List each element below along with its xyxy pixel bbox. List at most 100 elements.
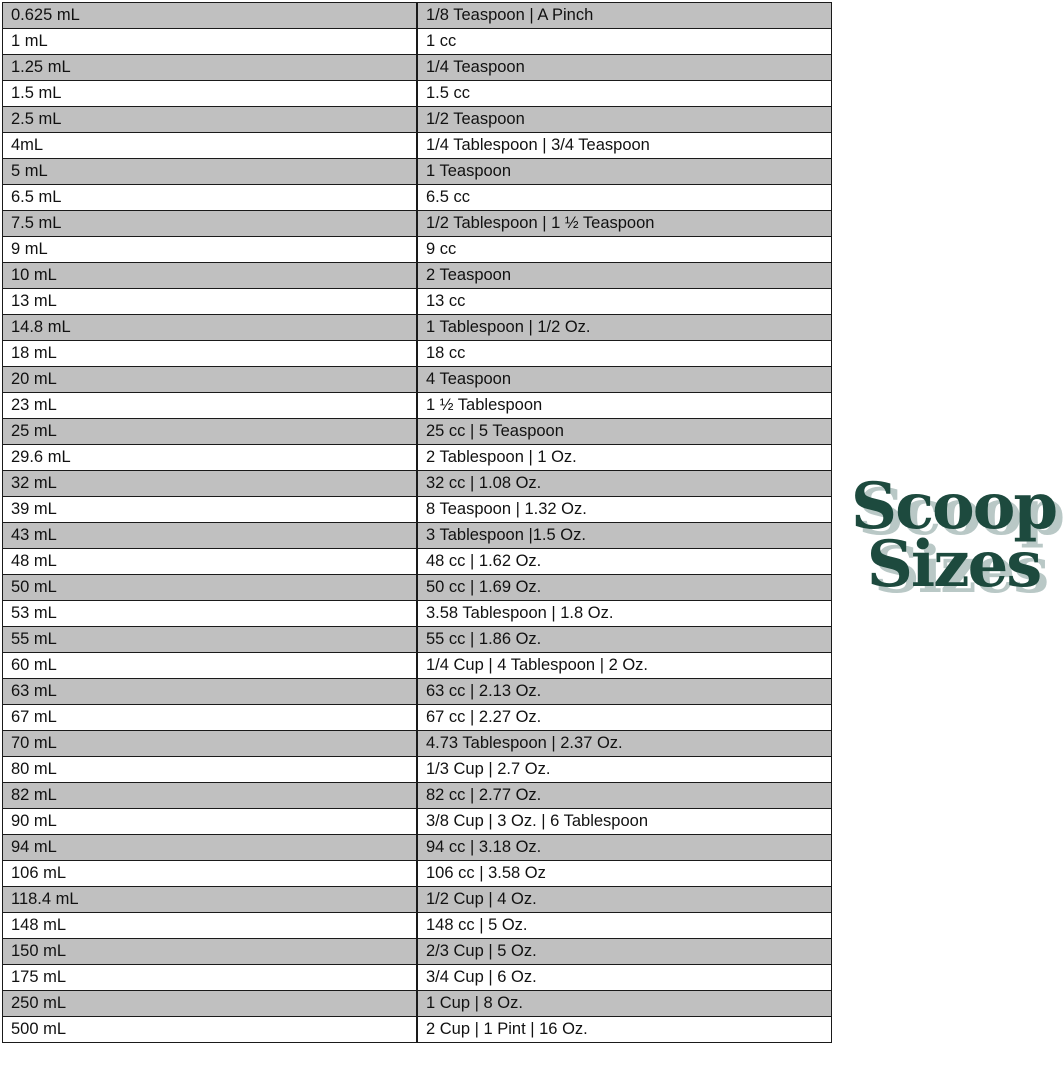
equivalent-cell: 1/2 Cup | 4 Oz. [416, 886, 832, 913]
equivalent-cell: 4 Teaspoon [416, 366, 832, 393]
scoop-size-table: 0.625 mL 1/8 Teaspoon | A Pinch 1 mL 1 cc 1.… [2, 2, 832, 1043]
equivalent-cell: 3/4 Cup | 6 Oz. [416, 964, 832, 991]
equivalent-cell: 13 cc [416, 288, 832, 315]
equivalent-cell: 1/2 Teaspoon [416, 106, 832, 133]
equivalent-cell: 2 Teaspoon [416, 262, 832, 289]
scoop-sizes-logo: Scoop Sizes [846, 469, 1061, 602]
volume-ml-cell: 5 mL [2, 158, 418, 185]
equivalent-cell: 50 cc | 1.69 Oz. [416, 574, 832, 601]
volume-ml-cell: 0.625 mL [2, 2, 418, 29]
table-row: 82 mL 82 cc | 2.77 Oz. [2, 782, 832, 809]
volume-ml-cell: 67 mL [2, 704, 418, 731]
volume-ml-cell: 80 mL [2, 756, 418, 783]
volume-ml-cell: 250 mL [2, 990, 418, 1017]
table-row: 250 mL 1 Cup | 8 Oz. [2, 990, 832, 1017]
volume-ml-cell: 1.5 mL [2, 80, 418, 107]
equivalent-cell: 1/4 Cup | 4 Tablespoon | 2 Oz. [416, 652, 832, 679]
volume-ml-cell: 150 mL [2, 938, 418, 965]
table-row: 5 mL 1 Teaspoon [2, 158, 832, 185]
table-row: 39 mL 8 Teaspoon | 1.32 Oz. [2, 496, 832, 523]
volume-ml-cell: 118.4 mL [2, 886, 418, 913]
equivalent-cell: 2 Tablespoon | 1 Oz. [416, 444, 832, 471]
volume-ml-cell: 53 mL [2, 600, 418, 627]
equivalent-cell: 2/3 Cup | 5 Oz. [416, 938, 832, 965]
equivalent-cell: 1/4 Teaspoon [416, 54, 832, 81]
table-row: 60 mL 1/4 Cup | 4 Tablespoon | 2 Oz. [2, 652, 832, 679]
table-row: 2.5 mL 1/2 Teaspoon [2, 106, 832, 133]
volume-ml-cell: 4mL [2, 132, 418, 159]
table-row: 48 mL 48 cc | 1.62 Oz. [2, 548, 832, 575]
volume-ml-cell: 55 mL [2, 626, 418, 653]
table-row: 29.6 mL 2 Tablespoon | 1 Oz. [2, 444, 832, 471]
volume-ml-cell: 500 mL [2, 1016, 418, 1043]
equivalent-cell: 8 Teaspoon | 1.32 Oz. [416, 496, 832, 523]
volume-ml-cell: 106 mL [2, 860, 418, 887]
table-row: 70 mL 4.73 Tablespoon | 2.37 Oz. [2, 730, 832, 757]
table-row: 118.4 mL 1/2 Cup | 4 Oz. [2, 886, 832, 913]
equivalent-cell: 9 cc [416, 236, 832, 263]
table-row: 150 mL 2/3 Cup | 5 Oz. [2, 938, 832, 965]
equivalent-cell: 48 cc | 1.62 Oz. [416, 548, 832, 575]
table-row: 6.5 mL 6.5 cc [2, 184, 832, 211]
volume-ml-cell: 1.25 mL [2, 54, 418, 81]
table-row: 14.8 mL 1 Tablespoon | 1/2 Oz. [2, 314, 832, 341]
logo-line-1: Scoop [850, 469, 1058, 544]
volume-ml-cell: 94 mL [2, 834, 418, 861]
volume-ml-cell: 13 mL [2, 288, 418, 315]
volume-ml-cell: 23 mL [2, 392, 418, 419]
logo-line-2: Sizes [866, 527, 1043, 602]
equivalent-cell: 1.5 cc [416, 80, 832, 107]
equivalent-cell: 1/4 Tablespoon | 3/4 Teaspoon [416, 132, 832, 159]
volume-ml-cell: 1 mL [2, 28, 418, 55]
equivalent-cell: 148 cc | 5 Oz. [416, 912, 832, 939]
table-row: 55 mL 55 cc | 1.86 Oz. [2, 626, 832, 653]
table-row: 7.5 mL 1/2 Tablespoon | 1 ½ Teaspoon [2, 210, 832, 237]
volume-ml-cell: 43 mL [2, 522, 418, 549]
table-row: 25 mL 25 cc | 5 Teaspoon [2, 418, 832, 445]
volume-ml-cell: 2.5 mL [2, 106, 418, 133]
volume-ml-cell: 50 mL [2, 574, 418, 601]
equivalent-cell: 94 cc | 3.18 Oz. [416, 834, 832, 861]
table-row: 50 mL 50 cc | 1.69 Oz. [2, 574, 832, 601]
table-row: 94 mL 94 cc | 3.18 Oz. [2, 834, 832, 861]
volume-ml-cell: 90 mL [2, 808, 418, 835]
table-row: 32 mL 32 cc | 1.08 Oz. [2, 470, 832, 497]
volume-ml-cell: 32 mL [2, 470, 418, 497]
table-row: 1 mL 1 cc [2, 28, 832, 55]
volume-ml-cell: 10 mL [2, 262, 418, 289]
equivalent-cell: 6.5 cc [416, 184, 832, 211]
table-row: 63 mL 63 cc | 2.13 Oz. [2, 678, 832, 705]
equivalent-cell: 1/8 Teaspoon | A Pinch [416, 2, 832, 29]
volume-ml-cell: 82 mL [2, 782, 418, 809]
volume-ml-cell: 14.8 mL [2, 314, 418, 341]
equivalent-cell: 4.73 Tablespoon | 2.37 Oz. [416, 730, 832, 757]
table-row: 13 mL 13 cc [2, 288, 832, 315]
volume-ml-cell: 48 mL [2, 548, 418, 575]
table-row: 10 mL 2 Teaspoon [2, 262, 832, 289]
equivalent-cell: 1 Teaspoon [416, 158, 832, 185]
equivalent-cell: 82 cc | 2.77 Oz. [416, 782, 832, 809]
volume-ml-cell: 20 mL [2, 366, 418, 393]
equivalent-cell: 1/3 Cup | 2.7 Oz. [416, 756, 832, 783]
table-row: 0.625 mL 1/8 Teaspoon | A Pinch [2, 2, 832, 29]
volume-ml-cell: 18 mL [2, 340, 418, 367]
equivalent-cell: 1/2 Tablespoon | 1 ½ Teaspoon [416, 210, 832, 237]
volume-ml-cell: 70 mL [2, 730, 418, 757]
volume-ml-cell: 6.5 mL [2, 184, 418, 211]
equivalent-cell: 3/8 Cup | 3 Oz. | 6 Tablespoon [416, 808, 832, 835]
table-row: 67 mL 67 cc | 2.27 Oz. [2, 704, 832, 731]
equivalent-cell: 1 cc [416, 28, 832, 55]
table-row: 4mL 1/4 Tablespoon | 3/4 Teaspoon [2, 132, 832, 159]
volume-ml-cell: 60 mL [2, 652, 418, 679]
table-row: 500 mL 2 Cup | 1 Pint | 16 Oz. [2, 1016, 832, 1043]
equivalent-cell: 1 Tablespoon | 1/2 Oz. [416, 314, 832, 341]
equivalent-cell: 32 cc | 1.08 Oz. [416, 470, 832, 497]
volume-ml-cell: 29.6 mL [2, 444, 418, 471]
equivalent-cell: 106 cc | 3.58 Oz [416, 860, 832, 887]
equivalent-cell: 3.58 Tablespoon | 1.8 Oz. [416, 600, 832, 627]
table-row: 175 mL 3/4 Cup | 6 Oz. [2, 964, 832, 991]
volume-ml-cell: 25 mL [2, 418, 418, 445]
equivalent-cell: 3 Tablespoon |1.5 Oz. [416, 522, 832, 549]
table-row: 23 mL 1 ½ Tablespoon [2, 392, 832, 419]
table-row: 53 mL 3.58 Tablespoon | 1.8 Oz. [2, 600, 832, 627]
